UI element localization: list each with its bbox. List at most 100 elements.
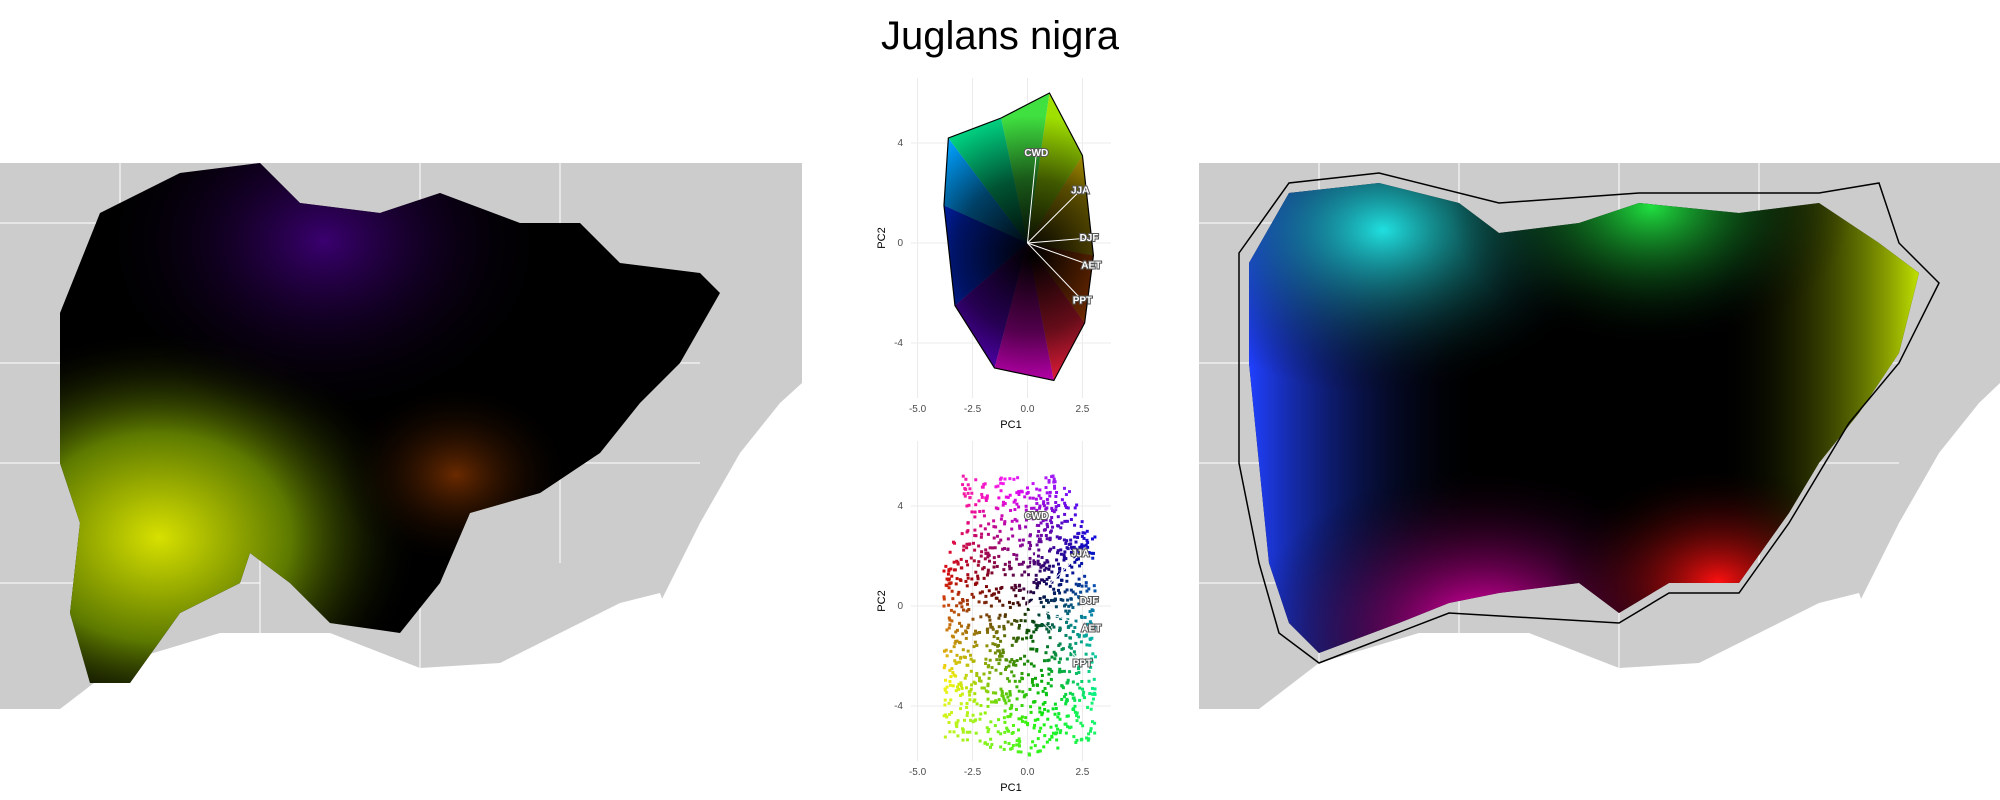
- pca-point: [1029, 662, 1033, 666]
- pca-point: [1006, 495, 1010, 499]
- pca-point: [1043, 568, 1047, 572]
- pca-point: [992, 635, 996, 639]
- pca-point: [1073, 535, 1077, 539]
- pca-point: [1088, 692, 1092, 696]
- x-tick-label: 0.0: [1021, 767, 1035, 778]
- pca-point: [1065, 714, 1069, 718]
- pca-point: [1042, 595, 1046, 599]
- pca-point: [979, 712, 983, 716]
- pca-point: [1060, 670, 1064, 674]
- pca-point: [1080, 534, 1084, 538]
- pca-point: [1044, 476, 1048, 480]
- pca-point: [967, 608, 971, 612]
- pca-point: [1009, 712, 1013, 716]
- pca-point: [1035, 523, 1039, 527]
- gulf-of-mexico: [60, 593, 702, 709]
- pca-point: [1003, 730, 1007, 734]
- pca-point: [1029, 746, 1033, 750]
- pca-point: [1090, 608, 1094, 612]
- pca-point: [1049, 519, 1053, 523]
- pca-point: [975, 702, 979, 706]
- pca-point: [961, 632, 965, 636]
- pca-point: [943, 703, 947, 707]
- pca-point: [951, 540, 955, 544]
- pca-point: [1045, 491, 1049, 495]
- pca-point: [1039, 565, 1043, 569]
- pca-point: [960, 605, 964, 609]
- pca-point: [1017, 562, 1021, 566]
- pca-point: [1042, 579, 1046, 583]
- pca-point: [948, 730, 952, 734]
- pca-point: [1056, 715, 1060, 719]
- pca-point: [1032, 591, 1036, 595]
- pca-point: [1014, 594, 1018, 598]
- pca-point: [1066, 547, 1070, 551]
- pca-point: [1091, 697, 1095, 701]
- loading-arrow-cwd: [1026, 152, 1037, 244]
- pca-point: [986, 730, 990, 734]
- pca-point: [1056, 588, 1060, 592]
- pca-point: [945, 690, 949, 694]
- pca-point: [1093, 589, 1097, 593]
- pca-point: [1047, 672, 1051, 676]
- pca-point: [1070, 565, 1074, 569]
- pca-point: [956, 734, 960, 738]
- pca-point: [1093, 731, 1097, 735]
- pca-point: [998, 654, 1002, 658]
- pca-point: [1063, 550, 1067, 554]
- pca-point: [959, 655, 963, 659]
- pca-point: [1032, 552, 1036, 556]
- pca-point: [1012, 477, 1016, 481]
- pca-point: [1075, 719, 1079, 723]
- pca-point: [969, 669, 973, 673]
- pca-point: [989, 720, 993, 724]
- pca-point: [1070, 545, 1074, 549]
- pca-point: [1007, 664, 1011, 668]
- pca-point: [971, 617, 975, 621]
- pca-point: [996, 730, 1000, 734]
- pca-point: [987, 676, 991, 680]
- pca-point: [965, 602, 969, 606]
- pca-point: [1029, 561, 1033, 565]
- pca-point: [946, 572, 950, 576]
- pca-point: [984, 661, 988, 665]
- pca-point: [1038, 729, 1042, 733]
- pca-point: [1027, 752, 1031, 756]
- pca-point: [975, 643, 979, 647]
- pca-point: [1058, 591, 1062, 595]
- pca-point: [1038, 706, 1042, 710]
- y-tick-label: 0: [897, 601, 903, 612]
- pca-point: [1035, 625, 1039, 629]
- pca-point: [983, 557, 987, 561]
- pca-point: [1026, 565, 1030, 569]
- loading-arrow-jja: [1027, 190, 1081, 244]
- pca-point: [1034, 628, 1038, 632]
- pca-point: [1017, 626, 1021, 630]
- pca-point: [1066, 612, 1070, 616]
- pca-point: [1060, 684, 1064, 688]
- pca-point: [976, 574, 980, 578]
- pca-point: [948, 679, 952, 683]
- pca-point: [1000, 514, 1004, 518]
- pca-point: [1056, 524, 1060, 528]
- pca-point: [1093, 721, 1097, 725]
- pca-point: [955, 685, 959, 689]
- pca-point: [996, 507, 1000, 511]
- pca-point: [1054, 724, 1058, 728]
- pca-point: [1052, 650, 1056, 654]
- pca-point: [975, 671, 979, 675]
- pca-point: [1038, 569, 1042, 573]
- pca-point: [966, 573, 970, 577]
- pca-point: [1015, 636, 1019, 640]
- pca-point: [1015, 659, 1019, 663]
- pca-point: [1086, 541, 1090, 545]
- pca-point: [1017, 689, 1021, 693]
- pca-point: [1073, 555, 1077, 559]
- pca-point: [1011, 743, 1015, 747]
- pca-point: [1015, 619, 1019, 623]
- pca-point: [1090, 660, 1094, 664]
- pca-point: [944, 713, 948, 717]
- pca-point: [1077, 595, 1081, 599]
- pca-point: [1033, 700, 1037, 704]
- pca-point: [1052, 546, 1056, 550]
